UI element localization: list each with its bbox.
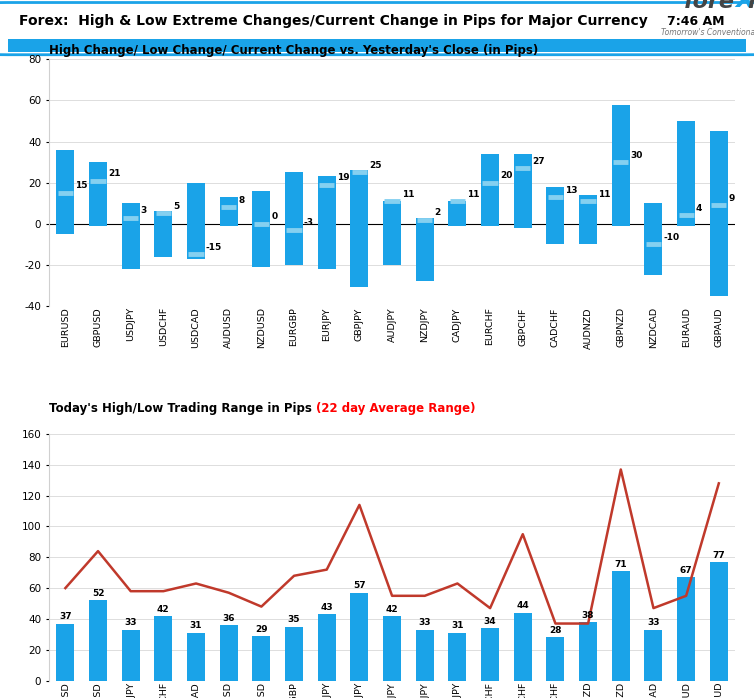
FancyBboxPatch shape (0, 3, 754, 54)
Bar (317, 177, 336, 269)
Text: Forex:  High & Low Extreme Changes/Current Change in Pips for Major Currency: Forex: High & Low Extreme Changes/Curren… (19, 15, 648, 29)
Text: 42: 42 (157, 604, 170, 614)
Text: 28: 28 (549, 626, 562, 635)
Bar (89, 600, 107, 681)
Bar (579, 195, 597, 244)
Bar (285, 172, 303, 265)
Bar (611, 571, 630, 681)
Text: 67: 67 (680, 566, 692, 575)
Bar (481, 154, 499, 225)
Text: 77: 77 (713, 551, 725, 560)
Bar (121, 203, 139, 269)
Bar (645, 630, 663, 681)
Bar (155, 616, 173, 681)
Text: Tomorrow's Conventional Wisdom Today.: Tomorrow's Conventional Wisdom Today. (661, 28, 754, 37)
Bar (121, 630, 139, 681)
Text: 33: 33 (647, 618, 660, 628)
Bar (415, 630, 434, 681)
Text: (22 day Average Range): (22 day Average Range) (316, 401, 475, 415)
Bar (253, 191, 271, 267)
Text: 2: 2 (434, 208, 441, 217)
Bar (57, 149, 75, 234)
Text: 37: 37 (59, 612, 72, 621)
Text: 11: 11 (402, 190, 415, 199)
Text: 13: 13 (566, 186, 578, 195)
Text: 31: 31 (451, 621, 464, 630)
Text: 31: 31 (190, 621, 202, 630)
Bar (285, 627, 303, 681)
Text: 7:46 AM: 7:46 AM (667, 15, 725, 28)
Bar (449, 201, 467, 225)
Bar (415, 218, 434, 281)
Bar (253, 636, 271, 681)
Bar (57, 623, 75, 681)
Bar (677, 577, 695, 681)
Text: fore: fore (683, 0, 734, 13)
Text: 36: 36 (222, 614, 235, 623)
Text: 34: 34 (484, 617, 496, 626)
Bar (579, 622, 597, 681)
Bar (89, 162, 107, 225)
Bar (710, 562, 728, 681)
Text: 57: 57 (353, 581, 366, 591)
Text: 38: 38 (582, 611, 594, 620)
Text: 19: 19 (336, 173, 349, 182)
Text: Today's High/Low Trading Range in Pips: Today's High/Low Trading Range in Pips (49, 401, 316, 415)
Bar (351, 170, 369, 288)
Bar (710, 131, 728, 295)
Text: 8: 8 (238, 195, 245, 205)
Text: X: X (735, 0, 754, 13)
Bar (219, 625, 238, 681)
Text: 25: 25 (369, 161, 382, 170)
Text: 11: 11 (598, 190, 611, 199)
Text: 30: 30 (630, 151, 643, 160)
Text: 44: 44 (516, 602, 529, 611)
Text: 33: 33 (124, 618, 137, 628)
Text: 0: 0 (271, 212, 277, 221)
Bar (383, 616, 401, 681)
Text: 21: 21 (108, 169, 121, 178)
Bar (187, 633, 205, 681)
Text: 52: 52 (92, 589, 104, 598)
Bar (611, 105, 630, 225)
Text: 71: 71 (615, 560, 627, 569)
Bar (219, 197, 238, 225)
Bar (513, 613, 532, 681)
Text: 20: 20 (500, 171, 512, 180)
Text: 33: 33 (418, 618, 431, 628)
Text: 27: 27 (532, 157, 545, 165)
Bar (645, 203, 663, 275)
Bar (187, 183, 205, 258)
Text: live: live (747, 0, 754, 13)
Text: 35: 35 (288, 616, 300, 624)
Bar (513, 154, 532, 228)
Text: 4: 4 (696, 204, 702, 213)
Bar (317, 614, 336, 681)
Bar (383, 201, 401, 265)
Bar (351, 593, 369, 681)
Text: -10: -10 (664, 232, 679, 242)
Text: 9: 9 (728, 194, 735, 202)
Bar (449, 633, 467, 681)
Bar (547, 186, 565, 244)
Bar (8, 39, 746, 52)
Text: 42: 42 (386, 604, 398, 614)
Text: 11: 11 (467, 190, 480, 199)
Text: 3: 3 (140, 206, 147, 215)
Text: High Change/ Low Change/ Current Change vs. Yesterday's Close (in Pips): High Change/ Low Change/ Current Change … (49, 44, 538, 57)
Text: -15: -15 (206, 243, 222, 252)
Text: 43: 43 (320, 603, 333, 612)
Text: 5: 5 (173, 202, 179, 211)
Bar (547, 637, 565, 681)
Text: -3: -3 (304, 218, 314, 228)
Bar (677, 121, 695, 225)
Bar (155, 211, 173, 257)
Bar (481, 628, 499, 681)
Text: 29: 29 (255, 625, 268, 634)
Text: 15: 15 (75, 181, 87, 191)
